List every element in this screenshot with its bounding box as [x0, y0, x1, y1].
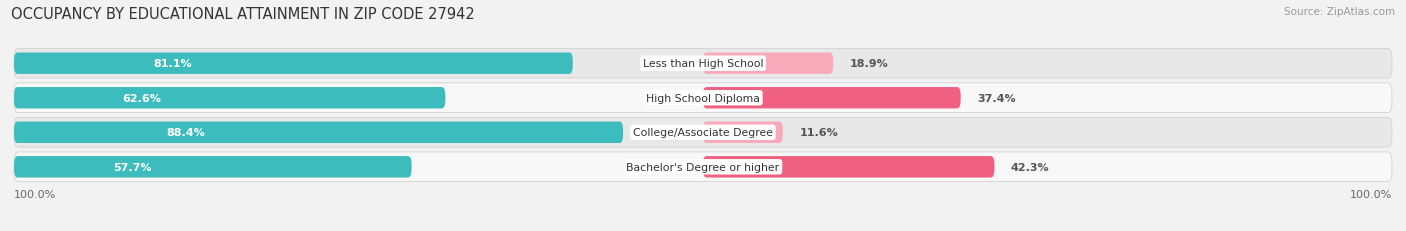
- FancyBboxPatch shape: [14, 118, 1392, 147]
- FancyBboxPatch shape: [14, 88, 446, 109]
- Text: 100.0%: 100.0%: [14, 189, 56, 199]
- Text: 42.3%: 42.3%: [1011, 162, 1050, 172]
- Text: College/Associate Degree: College/Associate Degree: [633, 128, 773, 138]
- FancyBboxPatch shape: [14, 122, 623, 143]
- FancyBboxPatch shape: [703, 122, 783, 143]
- Text: Less than High School: Less than High School: [643, 59, 763, 69]
- FancyBboxPatch shape: [703, 53, 834, 75]
- Text: High School Diploma: High School Diploma: [647, 93, 759, 103]
- FancyBboxPatch shape: [14, 49, 1392, 79]
- FancyBboxPatch shape: [14, 152, 1392, 182]
- FancyBboxPatch shape: [14, 156, 412, 178]
- FancyBboxPatch shape: [703, 88, 960, 109]
- Text: 57.7%: 57.7%: [114, 162, 152, 172]
- Text: Source: ZipAtlas.com: Source: ZipAtlas.com: [1284, 7, 1395, 17]
- Text: 88.4%: 88.4%: [166, 128, 205, 138]
- FancyBboxPatch shape: [14, 53, 572, 75]
- Text: 100.0%: 100.0%: [1350, 189, 1392, 199]
- Text: OCCUPANCY BY EDUCATIONAL ATTAINMENT IN ZIP CODE 27942: OCCUPANCY BY EDUCATIONAL ATTAINMENT IN Z…: [11, 7, 475, 22]
- Text: 62.6%: 62.6%: [122, 93, 160, 103]
- Text: 18.9%: 18.9%: [849, 59, 889, 69]
- FancyBboxPatch shape: [703, 156, 994, 178]
- Text: 37.4%: 37.4%: [977, 93, 1015, 103]
- Text: Bachelor's Degree or higher: Bachelor's Degree or higher: [627, 162, 779, 172]
- Text: 81.1%: 81.1%: [153, 59, 193, 69]
- FancyBboxPatch shape: [14, 84, 1392, 113]
- Text: 11.6%: 11.6%: [800, 128, 838, 138]
